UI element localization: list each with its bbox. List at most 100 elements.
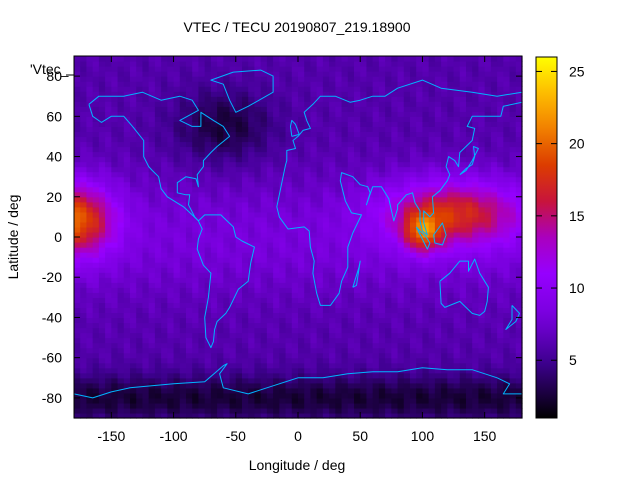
heatmap-cell: [347, 287, 355, 293]
heatmap-cell: [434, 337, 442, 344]
heatmap-cell: [266, 412, 274, 419]
heatmap-cell: [422, 181, 430, 188]
heatmap-cell: [453, 86, 461, 92]
heatmap-cell: [478, 66, 486, 72]
heatmap-cell: [279, 247, 287, 253]
heatmap-cell: [117, 66, 125, 72]
heatmap-cell: [279, 186, 287, 193]
heatmap-cell: [354, 247, 361, 253]
heatmap-cell: [447, 257, 455, 263]
heatmap-cell: [130, 302, 137, 308]
heatmap-cell: [478, 337, 486, 344]
heatmap-cell: [148, 257, 156, 263]
heatmap-cell: [310, 412, 318, 419]
heatmap-cell: [428, 116, 436, 122]
heatmap-cell: [397, 407, 405, 414]
heatmap-cell: [385, 221, 392, 228]
heatmap-cell: [223, 297, 231, 303]
heatmap-cell: [86, 81, 94, 87]
heatmap-cell: [378, 176, 386, 183]
heatmap-cell: [111, 126, 119, 133]
heatmap-cell: [117, 56, 125, 62]
heatmap-cell: [360, 86, 368, 92]
heatmap-cell: [403, 387, 411, 394]
heatmap-cell: [173, 61, 181, 67]
heatmap-cell: [304, 131, 312, 138]
heatmap-cell: [347, 226, 355, 233]
heatmap-cell: [285, 262, 293, 268]
heatmap-cell: [472, 277, 480, 283]
heatmap-cell: [503, 337, 511, 344]
heatmap-cell: [279, 166, 287, 173]
heatmap-cell: [117, 231, 125, 238]
heatmap-cell: [242, 352, 249, 359]
heatmap-cell: [167, 161, 175, 168]
heatmap-cell: [366, 292, 374, 298]
heatmap-cell: [130, 372, 137, 379]
heatmap-cell: [217, 76, 224, 82]
heatmap-cell: [192, 247, 200, 253]
heatmap-cell: [497, 116, 504, 122]
heatmap-cell: [322, 191, 330, 198]
heatmap-cell: [98, 131, 106, 138]
heatmap-cell: [484, 206, 492, 213]
heatmap-cell: [298, 181, 305, 188]
heatmap-cell: [167, 211, 175, 218]
heatmap-cell: [142, 181, 150, 188]
heatmap-cell: [329, 237, 336, 243]
heatmap-cell: [248, 267, 256, 273]
heatmap-cell: [310, 151, 318, 158]
heatmap-cell: [329, 111, 336, 117]
heatmap-cell: [497, 372, 504, 379]
heatmap-cell: [142, 402, 150, 409]
heatmap-cell: [347, 372, 355, 379]
heatmap-cell: [416, 166, 424, 173]
heatmap-cell: [242, 121, 249, 127]
heatmap-cell: [441, 171, 448, 178]
heatmap-cell: [167, 237, 175, 243]
heatmap-cell: [98, 151, 106, 158]
heatmap-cell: [223, 71, 231, 77]
heatmap-cell: [136, 61, 144, 67]
heatmap-cell: [161, 131, 168, 138]
heatmap-cell: [173, 161, 181, 168]
heatmap-cell: [266, 347, 274, 354]
heatmap-cell: [298, 257, 305, 263]
heatmap-cell: [161, 156, 168, 163]
heatmap-cell: [478, 272, 486, 278]
heatmap-cell: [490, 392, 498, 399]
heatmap-cell: [111, 146, 119, 153]
heatmap-cell: [310, 141, 318, 148]
heatmap-cell: [173, 352, 181, 359]
heatmap-cell: [490, 56, 498, 62]
heatmap-cell: [341, 201, 349, 208]
heatmap-cell: [428, 226, 436, 233]
heatmap-cell: [434, 282, 442, 288]
heatmap-cell: [285, 91, 293, 97]
heatmap-cell: [291, 96, 299, 102]
heatmap-cell: [441, 76, 448, 82]
heatmap-cell: [341, 136, 349, 143]
heatmap-cell: [198, 262, 206, 268]
heatmap-cell: [179, 382, 187, 389]
heatmap-cell: [217, 367, 224, 374]
heatmap-cell: [142, 66, 150, 72]
heatmap-cell: [242, 287, 249, 293]
heatmap-cell: [248, 242, 256, 248]
heatmap-cell: [391, 372, 399, 379]
heatmap-cell: [142, 76, 150, 82]
heatmap-cell: [123, 327, 131, 334]
heatmap-cell: [273, 91, 280, 97]
heatmap-cell: [86, 176, 94, 183]
heatmap-cell: [453, 116, 461, 122]
heatmap-cell: [403, 262, 411, 268]
heatmap-cell: [416, 66, 424, 72]
heatmap-cell: [434, 292, 442, 298]
heatmap-cell: [98, 377, 106, 384]
heatmap-cell: [366, 126, 374, 133]
heatmap-cell: [161, 397, 168, 404]
heatmap-cell: [161, 181, 168, 188]
heatmap-cell: [378, 216, 386, 223]
heatmap-cell: [223, 146, 231, 153]
heatmap-cell: [410, 362, 417, 369]
